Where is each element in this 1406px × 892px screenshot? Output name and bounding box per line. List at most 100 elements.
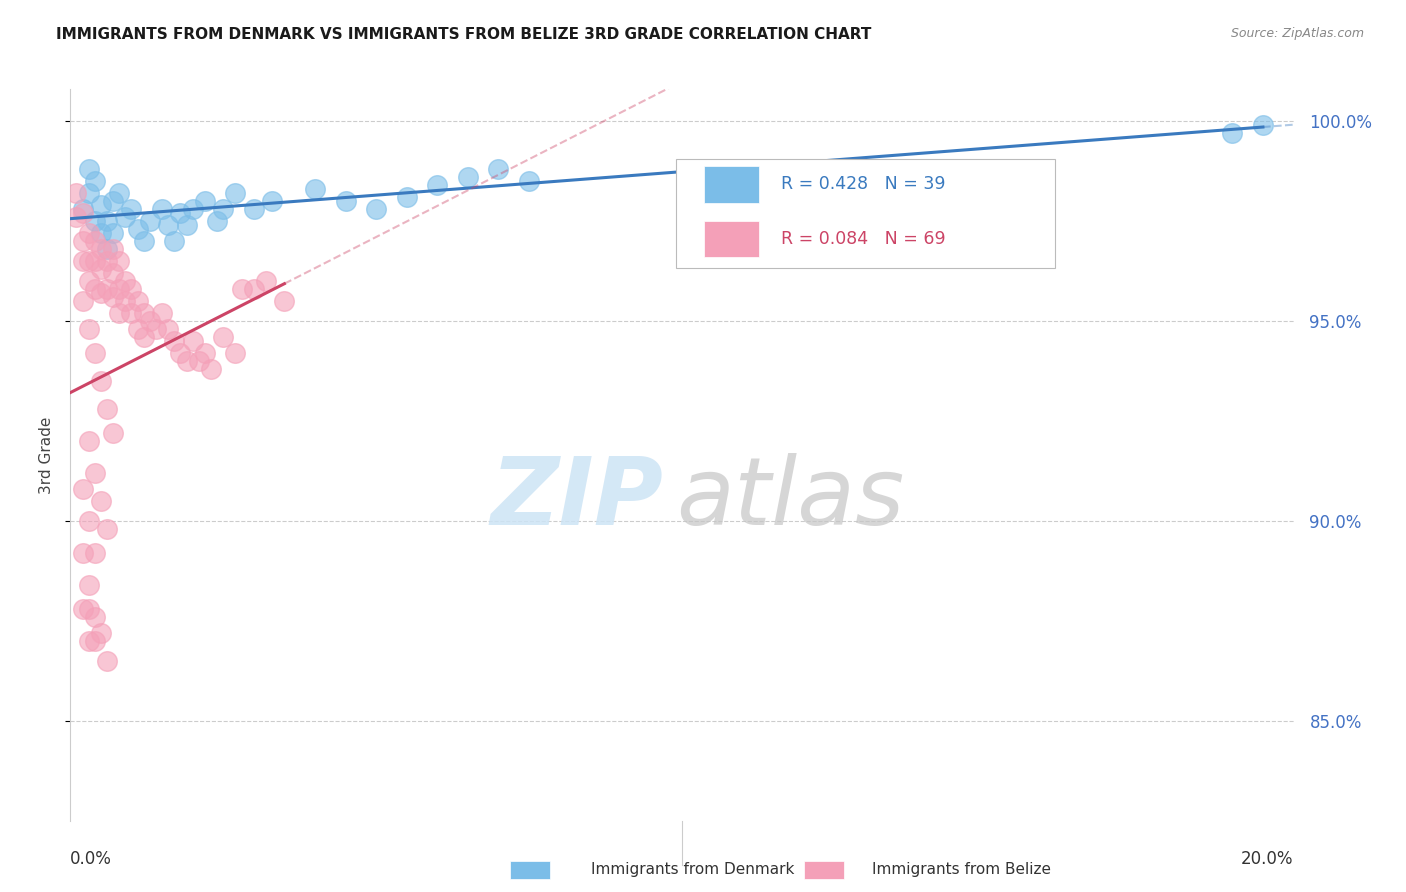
- Point: [426, 178, 449, 193]
- Point: [77, 514, 100, 528]
- Point: [273, 293, 295, 308]
- Point: [77, 186, 100, 201]
- Point: [304, 182, 326, 196]
- Point: [96, 401, 118, 416]
- Point: [77, 633, 100, 648]
- Point: [150, 306, 173, 320]
- Point: [72, 206, 94, 220]
- Point: [90, 374, 112, 388]
- Point: [231, 282, 253, 296]
- Point: [108, 282, 131, 296]
- Text: 20.0%: 20.0%: [1241, 850, 1294, 868]
- Text: atlas: atlas: [676, 453, 904, 544]
- Point: [114, 293, 136, 308]
- Point: [101, 242, 124, 256]
- Point: [488, 162, 510, 177]
- Point: [72, 234, 94, 248]
- Point: [181, 202, 204, 216]
- Point: [114, 210, 136, 224]
- Point: [65, 210, 87, 224]
- Point: [77, 274, 100, 288]
- Point: [90, 226, 112, 240]
- Point: [96, 214, 118, 228]
- Point: [83, 346, 105, 360]
- Point: [163, 334, 186, 348]
- Point: [72, 482, 94, 496]
- Point: [127, 222, 149, 236]
- Text: Immigrants from Belize: Immigrants from Belize: [872, 863, 1050, 877]
- Point: [77, 322, 100, 336]
- Point: [83, 466, 105, 480]
- Point: [77, 434, 100, 448]
- Point: [176, 354, 198, 368]
- Bar: [704, 221, 759, 258]
- Point: [121, 282, 143, 296]
- Point: [101, 226, 124, 240]
- Point: [121, 202, 143, 216]
- Point: [163, 234, 186, 248]
- Point: [77, 162, 100, 177]
- Point: [366, 202, 388, 216]
- Point: [72, 546, 94, 560]
- Point: [114, 274, 136, 288]
- Point: [90, 242, 112, 256]
- Point: [90, 625, 112, 640]
- Point: [169, 206, 191, 220]
- Point: [96, 654, 118, 668]
- Text: R = 0.084   N = 69: R = 0.084 N = 69: [780, 230, 946, 248]
- Point: [83, 174, 105, 188]
- Text: R = 0.428   N = 39: R = 0.428 N = 39: [780, 176, 945, 194]
- Bar: [804, 861, 844, 879]
- Point: [90, 262, 112, 277]
- Point: [224, 346, 246, 360]
- Point: [90, 286, 112, 301]
- Point: [157, 218, 180, 232]
- Point: [243, 282, 266, 296]
- Point: [127, 322, 149, 336]
- Point: [101, 290, 124, 304]
- Point: [132, 234, 155, 248]
- Point: [83, 254, 105, 268]
- Point: [205, 214, 228, 228]
- Point: [90, 198, 112, 212]
- Point: [139, 314, 162, 328]
- Point: [77, 254, 100, 268]
- Y-axis label: 3rd Grade: 3rd Grade: [38, 417, 53, 493]
- Point: [108, 186, 131, 201]
- Point: [101, 266, 124, 280]
- Point: [65, 186, 87, 201]
- Point: [335, 194, 357, 208]
- Point: [212, 202, 235, 216]
- Point: [132, 306, 155, 320]
- Point: [96, 242, 118, 256]
- Point: [145, 322, 167, 336]
- Point: [150, 202, 173, 216]
- Point: [108, 306, 131, 320]
- Point: [101, 194, 124, 208]
- Point: [254, 274, 277, 288]
- Bar: [704, 166, 759, 202]
- Point: [194, 194, 217, 208]
- Point: [72, 602, 94, 616]
- Point: [457, 170, 479, 185]
- Text: 0.0%: 0.0%: [70, 850, 112, 868]
- FancyBboxPatch shape: [676, 159, 1054, 268]
- Point: [157, 322, 180, 336]
- Point: [132, 330, 155, 344]
- Point: [96, 254, 118, 268]
- Point: [90, 494, 112, 508]
- Point: [108, 254, 131, 268]
- Point: [187, 354, 209, 368]
- Point: [96, 282, 118, 296]
- Point: [181, 334, 204, 348]
- Point: [200, 362, 222, 376]
- Point: [101, 425, 124, 440]
- Point: [127, 293, 149, 308]
- Point: [83, 234, 105, 248]
- Text: Source: ZipAtlas.com: Source: ZipAtlas.com: [1230, 27, 1364, 40]
- Point: [72, 202, 94, 216]
- Point: [72, 293, 94, 308]
- Text: Immigrants from Denmark: Immigrants from Denmark: [591, 863, 794, 877]
- Point: [77, 602, 100, 616]
- Point: [243, 202, 266, 216]
